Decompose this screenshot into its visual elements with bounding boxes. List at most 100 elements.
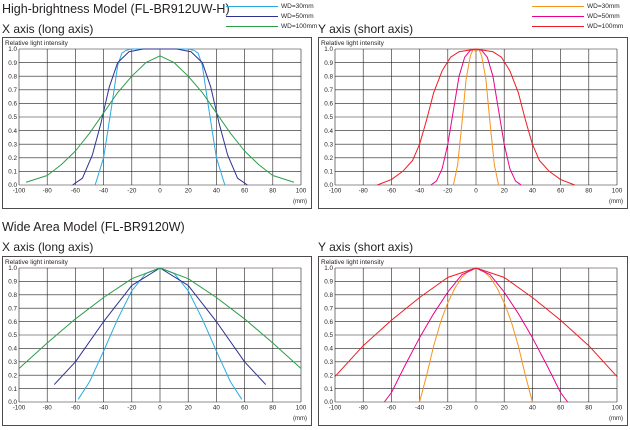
y-tick-label: 0.5 [324, 114, 333, 121]
legend-swatch [532, 16, 584, 17]
y-tick-label: 1.0 [8, 46, 17, 53]
x-tick-label: -60 [71, 405, 81, 412]
y-tick-label: 0.1 [8, 169, 17, 176]
x-tick-label: 80 [585, 405, 593, 412]
x-tick-label: 0 [158, 188, 162, 195]
legend-label: WD=30mm [587, 3, 620, 10]
y-tick-label: 0.3 [8, 359, 17, 366]
x-tick-label: 100 [612, 188, 623, 195]
x-tick-label: 40 [213, 405, 221, 412]
x-tick-label: -20 [443, 405, 453, 412]
series-line-wd100mm [334, 267, 618, 377]
y-tick-label: 0.1 [324, 169, 333, 176]
chart-bottom-y-axis: Relative light intensity 0.0 0.1 0.2 0.3 0.4 0… [318, 256, 628, 426]
x-tick-label: 60 [241, 405, 249, 412]
y-tick-label: 0.0 [8, 399, 17, 406]
x-tick-label: 80 [585, 188, 593, 195]
y-tick-label: 0.1 [8, 386, 17, 393]
y-tick-label: 0.4 [8, 128, 17, 135]
y-tick-label: 0.5 [8, 114, 17, 121]
x-tick-label: -60 [71, 188, 81, 195]
legend-swatch [226, 16, 278, 17]
chart-title-top-x: X axis (long axis) [2, 22, 94, 36]
x-tick-label: -40 [415, 405, 425, 412]
y-tick-label: 0.2 [324, 155, 333, 162]
grid [18, 267, 302, 403]
chart-bottom-x-axis: Relative light intensity 0.0 0.1 0.2 0.3 0.4 0… [2, 256, 312, 426]
y-axis-label: Relative light intensity [5, 259, 69, 266]
x-tick-label: -20 [443, 188, 453, 195]
y-axis-label: Relative light intensity [5, 40, 69, 47]
y-tick-label: 1.0 [324, 46, 333, 53]
x-tick-label: 20 [501, 188, 509, 195]
chart-title-top-y: Y axis (short axis) [318, 22, 414, 36]
y-tick-label: 0.3 [324, 359, 333, 366]
y-tick-label: 1.0 [8, 265, 17, 272]
series-line-wd50mm [72, 48, 248, 186]
x-axis-label: (mm) [293, 416, 307, 422]
y-tick-label: 0.9 [8, 279, 17, 286]
legend-label: WD=50mm [587, 13, 620, 20]
y-tick-label: 0.8 [8, 292, 17, 299]
y-tick-label: 0.5 [324, 332, 333, 339]
series-line-wd100mm [377, 48, 575, 186]
y-tick-label: 0.3 [324, 141, 333, 148]
y-tick-label: 1.0 [324, 265, 333, 272]
legend-x-axis: WD=30mm WD=50mm WD=100mm [226, 3, 318, 33]
y-tick-label: 0.7 [324, 87, 333, 94]
x-tick-label: 60 [241, 188, 249, 195]
legend-label: WD=50mm [281, 13, 314, 20]
series-line-wd30mm [452, 48, 500, 186]
x-tick-label: -80 [359, 405, 369, 412]
x-tick-label: 100 [612, 405, 623, 412]
x-tick-label: 0 [474, 405, 478, 412]
grid [334, 267, 618, 403]
chart-title-bottom-x: X axis (long axis) [2, 240, 94, 254]
x-tick-label: 60 [557, 405, 565, 412]
y-tick-label: 0.2 [324, 372, 333, 379]
x-tick-label: 20 [185, 405, 193, 412]
x-tick-label: -80 [359, 188, 369, 195]
y-tick-label: 0.2 [8, 155, 17, 162]
chart-top-x-axis: Relative light intensity 0.0 0.1 0.2 0.3 0.4 0… [2, 37, 312, 209]
legend-swatch [532, 6, 584, 7]
grid [18, 48, 302, 186]
y-tick-label: 0.6 [324, 101, 333, 108]
chart-frame [318, 256, 628, 426]
x-tick-label: -80 [43, 188, 53, 195]
legend-swatch [532, 26, 584, 27]
x-tick-label: 40 [529, 405, 537, 412]
grid [334, 48, 618, 186]
legend-swatch [226, 26, 278, 27]
x-tick-label: 20 [185, 188, 193, 195]
section-title-wide-area: Wide Area Model (FL-BR9120W) [2, 220, 185, 234]
x-axis-label: (mm) [609, 199, 623, 205]
x-tick-label: 40 [213, 188, 221, 195]
x-tick-label: -40 [99, 188, 109, 195]
y-tick-label: 0.8 [324, 73, 333, 80]
y-tick-label: 0.8 [324, 292, 333, 299]
legend-y-axis: WD=30mm WD=50mm WD=100mm [532, 3, 628, 33]
chart-frame [318, 37, 628, 209]
x-tick-label: -100 [13, 188, 26, 195]
x-tick-label: 80 [269, 405, 277, 412]
x-tick-label: -60 [387, 405, 397, 412]
x-tick-label: -60 [387, 188, 397, 195]
y-tick-label: 0.9 [324, 60, 333, 67]
x-tick-label: 100 [296, 188, 307, 195]
series-line-wd100mm [25, 55, 295, 183]
y-tick-label: 0.0 [324, 399, 333, 406]
x-tick-label: 40 [529, 188, 537, 195]
x-tick-label: -20 [127, 188, 137, 195]
x-tick-label: 0 [474, 188, 478, 195]
x-tick-label: 80 [269, 188, 277, 195]
x-tick-label: 20 [501, 405, 509, 412]
legend-label: WD=30mm [281, 3, 314, 10]
y-axis-label: Relative light intensity [321, 40, 385, 47]
chart-frame [2, 256, 312, 426]
x-tick-label: 60 [557, 188, 565, 195]
x-tick-label: -100 [329, 188, 342, 195]
legend-label: WD=100mm [281, 23, 318, 30]
chart-frame [2, 37, 312, 209]
x-tick-label: -100 [13, 405, 26, 412]
